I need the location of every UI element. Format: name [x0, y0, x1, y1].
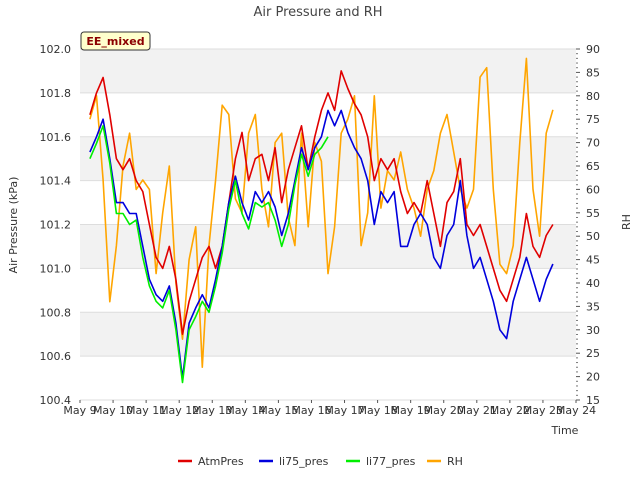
- series-line-rh: [89, 57, 554, 369]
- x-tick-label: May 18: [357, 404, 397, 417]
- y2-tick-label: 20: [586, 371, 600, 384]
- y2-tick-label: 35: [586, 300, 600, 313]
- y-axis-title: Air Pressure (kPa): [7, 177, 20, 274]
- badge-box: [80, 31, 151, 51]
- y-tick-label: 100.6: [40, 350, 72, 363]
- legend-label: AtmPres: [198, 455, 244, 468]
- right-axis-ticks: 15 20 25 30 35 40 45 50 55 60 65 70 75 80 85 90: [576, 43, 600, 407]
- x-tick-label: May 24: [556, 404, 596, 417]
- series-line-atmpres: [89, 70, 554, 336]
- legend-label: li75_pres: [279, 455, 329, 468]
- y-tick-label: 100.8: [40, 306, 72, 319]
- legend-label: RH: [447, 455, 463, 468]
- x-tick-label: May 10: [93, 404, 133, 417]
- x-axis-title: Time: [551, 424, 579, 437]
- x-tick-label: May 15: [258, 404, 298, 417]
- x-tick-label: May 23: [523, 404, 563, 417]
- legend-item: AtmPres: [178, 455, 244, 468]
- plot-band: [80, 312, 576, 357]
- y-tick-label: 101.0: [40, 262, 72, 275]
- series-line-li75-pres: [89, 109, 554, 379]
- series-line-li77-pres: [89, 125, 329, 384]
- y2-tick-label: 40: [586, 277, 600, 290]
- plot-bands: [80, 49, 576, 357]
- legend: AtmPres li75_pres li77_pres RH: [178, 455, 463, 468]
- x-tick-label: May 17: [324, 404, 364, 417]
- y2-tick-label: 30: [586, 324, 600, 337]
- y2-tick-label: 55: [586, 207, 600, 220]
- y2-tick-label: 25: [586, 347, 600, 360]
- badge-label: EE_mixed: [86, 35, 144, 48]
- y2-tick-label: 90: [586, 43, 600, 56]
- y2-tick-label: 75: [586, 113, 600, 126]
- plot-band: [80, 136, 576, 181]
- x-tick-label: May 22: [490, 404, 530, 417]
- y2-tick-label: 45: [586, 254, 600, 267]
- y2-tick-label: 15: [586, 394, 600, 407]
- y-tick-label: 100.4: [40, 394, 72, 407]
- y-tick-label: 102.0: [40, 43, 72, 56]
- series-lines: [89, 57, 554, 384]
- y-tick-label: 101.2: [40, 219, 72, 232]
- y2-tick-label: 80: [586, 90, 600, 103]
- y2-tick-label: 85: [586, 66, 600, 79]
- y2-tick-label: 70: [586, 137, 600, 150]
- y2-axis-title: RH: [620, 214, 633, 230]
- legend-item: RH: [427, 455, 463, 468]
- plot-band: [80, 49, 576, 93]
- legend-item: li75_pres: [259, 455, 329, 468]
- x-tick-label: May 20: [424, 404, 464, 417]
- y2-tick-label: 65: [586, 160, 600, 173]
- x-tick-label: May 9: [63, 404, 96, 417]
- y-tick-label: 101.4: [40, 175, 72, 188]
- left-axis-ticks: 100.4 100.6 100.8 101.0 101.2 101.4 101.6 101.8…: [40, 43, 72, 407]
- x-tick-label: May 12: [159, 404, 199, 417]
- x-tick-label: May 14: [225, 404, 265, 417]
- x-tick-label: May 13: [192, 404, 232, 417]
- y-tick-label: 101.8: [40, 87, 72, 100]
- x-tick-label: May 19: [391, 404, 431, 417]
- x-tick-label: May 11: [126, 404, 166, 417]
- y-tick-label: 101.6: [40, 131, 72, 144]
- badge: EE_mixed: [80, 31, 151, 51]
- x-tick-label: May 21: [457, 404, 497, 417]
- legend-item: li77_pres: [346, 455, 416, 468]
- legend-label: li77_pres: [366, 455, 416, 468]
- chart-title: Air Pressure and RH: [253, 5, 382, 20]
- y2-tick-label: 50: [586, 230, 600, 243]
- y2-tick-label: 60: [586, 183, 600, 196]
- x-tick-label: May 16: [291, 404, 331, 417]
